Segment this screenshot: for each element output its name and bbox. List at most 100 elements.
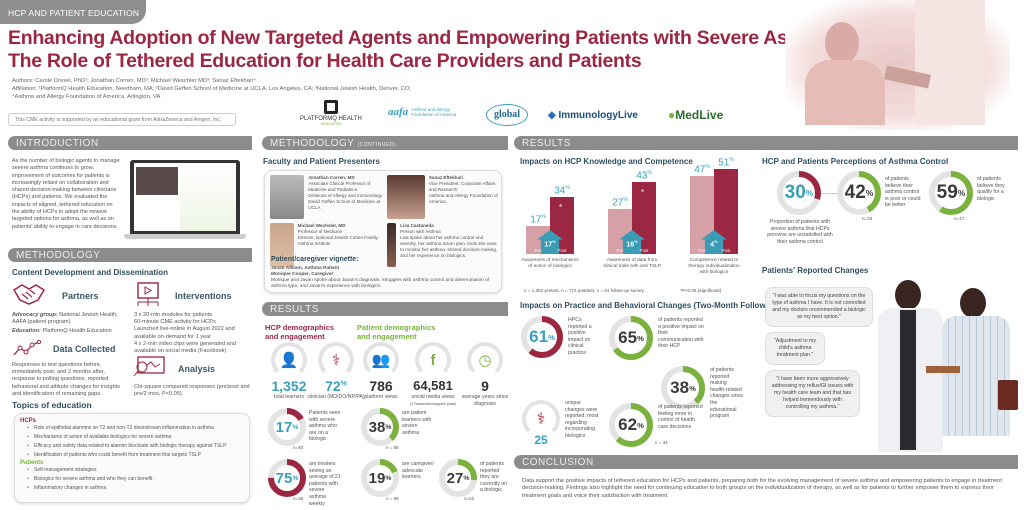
knowledge-footnote: n = 1,352 pretest, n = 773 posttest, n =… bbox=[524, 288, 644, 293]
interventions-text: 3 x 20-min modules for patients 60-minute… bbox=[134, 312, 252, 355]
donut-label: of patients reported feeling more in con… bbox=[658, 404, 703, 430]
practice-title: Impacts on Practice and Behavioral Chang… bbox=[520, 301, 782, 310]
donut-fill bbox=[609, 316, 653, 360]
stat-value: 9 bbox=[456, 378, 514, 394]
video-presenter bbox=[136, 167, 178, 195]
topics-heading: Topics of education bbox=[12, 400, 92, 410]
percent-sign: % bbox=[689, 383, 696, 393]
faculty-name: Lisa Castaneda bbox=[400, 223, 434, 228]
laptop-screenshot bbox=[124, 160, 246, 240]
value: 17 bbox=[530, 213, 542, 225]
increase-value: 16 bbox=[626, 241, 635, 249]
percent-sign: % bbox=[637, 420, 644, 430]
intervention-line: Launched live-online in August 2022 and … bbox=[134, 326, 235, 340]
logo-aafa: aafa Asthma and Allergy Foundation of Ame… bbox=[388, 106, 461, 118]
topics-patients-list: Self-management strategiesBiologics for … bbox=[20, 466, 244, 493]
tablet bbox=[926, 366, 960, 373]
faculty-line: Person with Asthma bbox=[400, 229, 441, 234]
significance-note: *P<0.05 (significant) bbox=[680, 288, 722, 293]
intervention-line: 3 x 20-min modules for patients bbox=[134, 312, 213, 318]
increase-value: 17 bbox=[544, 241, 553, 249]
video-play-icon bbox=[137, 282, 159, 306]
donut-label: Patients seen with severe asthma who are… bbox=[309, 410, 341, 443]
stat-unit: % bbox=[340, 380, 347, 388]
post-axis-label: Post bbox=[639, 248, 649, 253]
data-collected-label: Data Collected bbox=[53, 344, 116, 354]
content-development-heading: Content Development and Dissemination bbox=[12, 268, 169, 277]
title-line-2: The Role of Tethered Education for Healt… bbox=[8, 50, 642, 72]
donut-value: 59% bbox=[928, 170, 974, 216]
donut-value: 30% bbox=[776, 170, 822, 216]
faculty-line: Divisions of Allergy and Immunology bbox=[308, 193, 383, 198]
significance-star: * bbox=[641, 188, 645, 198]
faculty-card: Michael Wechsler, MD Professor of Medicin… bbox=[270, 223, 382, 267]
faculty-card: Jonathan Corren, MD Associate Clinical Pr… bbox=[270, 175, 382, 219]
aafa-logo-icon: aafa bbox=[388, 106, 409, 118]
conclusion-text: Data support the positive impacts of tet… bbox=[522, 478, 1002, 499]
donut-ring bbox=[521, 316, 563, 358]
sample-size: n = 58 bbox=[386, 445, 399, 450]
affiliation-line: Affiliation: ¹PlatformQ Health Education… bbox=[12, 86, 411, 92]
sample-size: n=22 bbox=[464, 496, 475, 501]
sample-size: n=17 bbox=[954, 216, 965, 221]
patient-demographics-title: Patient demographics and engagement bbox=[357, 323, 436, 341]
patient-quote: "I have been more aggressively addressin… bbox=[765, 370, 860, 417]
donut-ring bbox=[361, 459, 399, 497]
support-statement: This CME activity is supported by an edu… bbox=[8, 113, 236, 126]
donut-chart: 27% bbox=[438, 458, 478, 498]
stat-label: average years since diagnosis bbox=[461, 394, 509, 407]
donut-ring bbox=[268, 459, 306, 497]
donut-label: are treaters seeing an average of 21 pat… bbox=[309, 461, 341, 507]
faculty-line: David Geffen School of Medicine at UCLA bbox=[308, 199, 381, 210]
percent-number: 61 bbox=[529, 327, 549, 346]
donut-fill bbox=[361, 408, 399, 446]
percent-number: 65 bbox=[618, 328, 638, 347]
donut-label: are caregiver/ advocate learners bbox=[402, 461, 434, 481]
donut-fill bbox=[609, 403, 653, 447]
person-icon: 👤 bbox=[271, 342, 307, 378]
handshake-icon bbox=[12, 284, 46, 305]
logo-platformq: PLATFORMQ HEALTH EDUCATION bbox=[300, 100, 362, 126]
topics-hcp-label: HCPs bbox=[20, 418, 37, 424]
sample-size: n=33 bbox=[862, 216, 873, 221]
faculty-photo bbox=[270, 223, 294, 267]
connector-line bbox=[815, 193, 839, 194]
donut-fill bbox=[661, 366, 705, 410]
donut-label: Proportion of patients with severe asthm… bbox=[767, 219, 833, 245]
vignette-title: Patient/caregiver vignette: bbox=[271, 256, 359, 263]
faculty-name: Sanaz Eftekhari bbox=[428, 175, 464, 180]
knowledge-title: Impacts on HCP Knowledge and Competence bbox=[520, 157, 693, 166]
donut-label: of patients believe their asthma control… bbox=[885, 176, 921, 209]
bar-value-label: 17% bbox=[522, 214, 554, 225]
faculty-photo bbox=[270, 175, 305, 219]
post-axis-label: Post bbox=[557, 248, 567, 253]
donut-label: of patients believe they qualify for a b… bbox=[977, 176, 1005, 202]
percent-sign: % bbox=[805, 188, 814, 198]
donut-chart: 17% bbox=[267, 407, 307, 447]
faculty-card: Sanaz Eftekhari Vice President, Corporate… bbox=[387, 175, 499, 219]
partners-text: Advocacy group: National Jewish Health; … bbox=[12, 312, 122, 336]
analysis-magnifier-icon bbox=[133, 356, 165, 377]
introduction-text: As the number of biologic agents to mana… bbox=[12, 158, 120, 230]
category-label: Competence related to therapy individual… bbox=[688, 258, 740, 275]
percent-sign: % bbox=[957, 188, 966, 198]
donut-chart: 19% bbox=[360, 458, 400, 498]
donut-value: 42% bbox=[836, 170, 882, 216]
faculty-line: Director, National Jewish Cohen Family A… bbox=[297, 235, 378, 246]
sample-size: n=40 bbox=[293, 445, 304, 450]
section-bar-conclusion: CONCLUSION bbox=[514, 455, 1018, 469]
donut-label: of patients reported they are currently … bbox=[480, 461, 508, 494]
doctor-head bbox=[895, 280, 921, 310]
data-collected-text: Responses to test questions before, imme… bbox=[12, 362, 120, 397]
education-label: Education: bbox=[12, 328, 41, 335]
donut-ring bbox=[609, 316, 653, 360]
donut-value: 62% bbox=[608, 402, 654, 448]
donut-fill bbox=[521, 316, 563, 358]
patient-quote: "Adjustment to my child's asthma treatme… bbox=[765, 332, 825, 365]
donut-value: 27% bbox=[438, 458, 478, 498]
stat-note: (4 Facebook/Instagram posts) bbox=[409, 402, 457, 406]
percent-number: 59 bbox=[936, 182, 958, 203]
value: 51 bbox=[718, 157, 730, 169]
percent-sign: % bbox=[548, 332, 555, 342]
percent-number: 75 bbox=[275, 469, 293, 487]
